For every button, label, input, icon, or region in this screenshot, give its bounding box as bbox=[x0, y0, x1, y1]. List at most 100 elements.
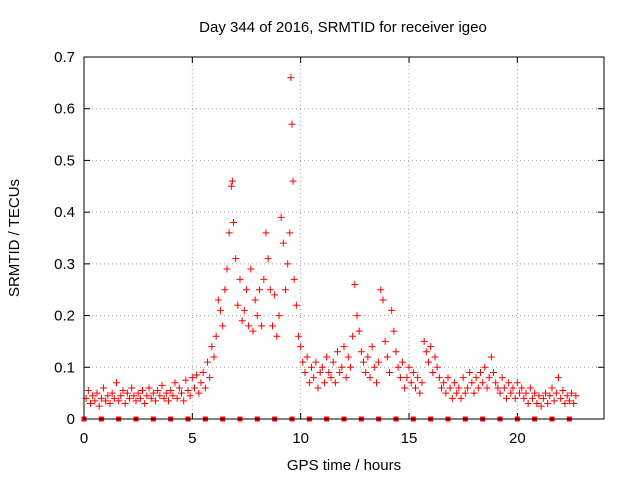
data-point bbox=[219, 322, 227, 330]
data-point bbox=[492, 379, 500, 387]
data-point bbox=[485, 374, 493, 382]
data-point bbox=[214, 296, 222, 304]
data-point bbox=[347, 363, 354, 371]
data-point bbox=[191, 384, 198, 392]
data-point bbox=[479, 379, 487, 387]
data-point bbox=[182, 376, 190, 384]
data-point bbox=[572, 392, 580, 400]
y-tick-label: 0.3 bbox=[54, 256, 75, 273]
data-point bbox=[455, 384, 463, 392]
data-point bbox=[325, 368, 333, 376]
data-point bbox=[451, 379, 458, 387]
data-point bbox=[201, 384, 209, 392]
data-point bbox=[511, 394, 519, 402]
data-point bbox=[405, 363, 413, 371]
data-point bbox=[466, 368, 474, 376]
data-point bbox=[570, 399, 578, 407]
data-point bbox=[289, 177, 297, 185]
data-point bbox=[154, 387, 162, 395]
data-point bbox=[425, 358, 432, 366]
data-point bbox=[113, 379, 120, 387]
data-point bbox=[442, 389, 450, 397]
x-axis-label: GPS time / hours bbox=[287, 457, 401, 474]
y-tick-label: 0.1 bbox=[54, 359, 75, 376]
data-point bbox=[500, 384, 508, 392]
data-point bbox=[490, 368, 497, 376]
data-point bbox=[286, 229, 294, 237]
data-point bbox=[165, 397, 172, 405]
data-point bbox=[548, 384, 556, 392]
data-point bbox=[552, 389, 560, 397]
data-point bbox=[238, 317, 246, 325]
data-point bbox=[477, 368, 484, 376]
data-point bbox=[284, 260, 292, 268]
data-point bbox=[93, 389, 101, 397]
data-point bbox=[394, 363, 402, 371]
data-point bbox=[97, 394, 105, 402]
data-point bbox=[516, 389, 523, 397]
x-tick-label: 0 bbox=[80, 430, 88, 447]
data-point bbox=[362, 368, 370, 376]
data-point bbox=[223, 265, 231, 273]
data-point bbox=[195, 389, 203, 397]
data-point bbox=[110, 394, 118, 402]
data-point bbox=[225, 229, 233, 237]
data-point bbox=[522, 389, 530, 397]
data-point bbox=[89, 392, 97, 400]
data-point bbox=[273, 332, 281, 340]
data-point bbox=[503, 394, 510, 402]
y-tick-label: 0.2 bbox=[54, 308, 75, 325]
data-point bbox=[351, 281, 359, 289]
data-point bbox=[414, 374, 422, 382]
data-point bbox=[568, 389, 575, 397]
data-point bbox=[264, 255, 272, 263]
data-point bbox=[221, 286, 229, 294]
data-point bbox=[292, 301, 300, 309]
data-point bbox=[208, 343, 216, 351]
data-point bbox=[180, 397, 188, 405]
data-point bbox=[409, 368, 417, 376]
data-point bbox=[418, 379, 426, 387]
data-point bbox=[524, 399, 532, 407]
data-point bbox=[160, 394, 168, 402]
data-point bbox=[453, 389, 461, 397]
data-point bbox=[108, 389, 116, 397]
data-point bbox=[290, 275, 298, 283]
data-point bbox=[366, 374, 374, 382]
data-point bbox=[193, 371, 201, 379]
data-point bbox=[245, 322, 253, 330]
data-point bbox=[327, 374, 335, 382]
data-point bbox=[288, 120, 296, 128]
data-point bbox=[375, 358, 383, 366]
data-point bbox=[446, 384, 454, 392]
data-point bbox=[258, 322, 266, 330]
x-tick-label: 10 bbox=[292, 430, 309, 447]
data-point bbox=[156, 392, 164, 400]
data-point bbox=[186, 392, 194, 400]
data-point bbox=[262, 229, 270, 237]
y-tick-label: 0.4 bbox=[54, 204, 75, 221]
data-point bbox=[260, 275, 268, 283]
data-point bbox=[550, 397, 558, 405]
data-point bbox=[279, 239, 287, 247]
data-point bbox=[204, 358, 211, 366]
data-point bbox=[487, 353, 495, 361]
data-point bbox=[412, 384, 419, 392]
data-point bbox=[526, 384, 534, 392]
data-point bbox=[498, 374, 506, 382]
data-point bbox=[435, 374, 443, 382]
data-point bbox=[561, 399, 569, 407]
data-point bbox=[132, 397, 140, 405]
data-point bbox=[483, 384, 491, 392]
data-point bbox=[275, 312, 283, 320]
data-point bbox=[234, 301, 242, 309]
data-point bbox=[162, 389, 170, 397]
data-point bbox=[353, 312, 361, 320]
data-point bbox=[305, 379, 313, 387]
data-point bbox=[336, 368, 344, 376]
x-tick-label: 5 bbox=[188, 430, 196, 447]
data-point bbox=[253, 312, 261, 320]
data-point bbox=[173, 394, 181, 402]
